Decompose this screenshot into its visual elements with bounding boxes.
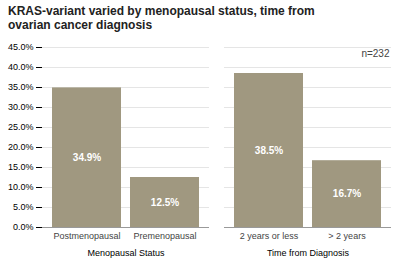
svg-text:> 2 years: > 2 years	[328, 231, 366, 241]
svg-text:Postmenopausal: Postmenopausal	[53, 231, 120, 241]
svg-text:Premenopausal: Premenopausal	[133, 231, 196, 241]
svg-text:0.0%: 0.0%	[13, 222, 34, 232]
svg-text:15.0%: 15.0%	[8, 162, 34, 172]
svg-text:10.0%: 10.0%	[8, 182, 34, 192]
svg-text:5.0%: 5.0%	[13, 202, 34, 212]
svg-text:38.5%: 38.5%	[255, 144, 283, 155]
svg-text:n=232: n=232	[361, 47, 390, 58]
svg-text:34.9%: 34.9%	[73, 152, 101, 163]
svg-text:35.0%: 35.0%	[8, 82, 34, 92]
svg-text:40.0%: 40.0%	[8, 62, 34, 72]
svg-text:20.0%: 20.0%	[8, 142, 34, 152]
svg-text:16.7%: 16.7%	[333, 188, 361, 199]
svg-text:30.0%: 30.0%	[8, 102, 34, 112]
svg-text:Time from Diagnosis: Time from Diagnosis	[267, 248, 350, 258]
svg-text:2 years or less: 2 years or less	[240, 231, 299, 241]
svg-text:45.0%: 45.0%	[8, 42, 34, 52]
html-text:KRAS-variant varied by menopau: KRAS-variant varied by menopausal status…	[8, 4, 315, 33]
svg-text:25.0%: 25.0%	[8, 122, 34, 132]
svg-text:Menopausal Status: Menopausal Status	[87, 248, 165, 258]
svg-text:12.5%: 12.5%	[151, 196, 179, 207]
